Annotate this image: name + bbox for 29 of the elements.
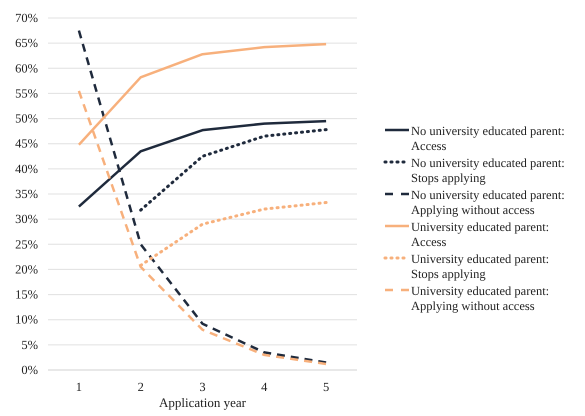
x-tick-label: 4 — [261, 380, 268, 394]
x-axis-title: Application year — [159, 395, 247, 410]
y-tick-label: 50% — [15, 112, 38, 126]
y-tick-label: 70% — [15, 11, 38, 25]
legend-label: University educated parent: Stops applying — [411, 252, 550, 281]
x-tick-label: 5 — [322, 380, 330, 394]
y-tick-label: 60% — [15, 61, 38, 76]
y-tick-label: 45% — [15, 136, 38, 151]
line-series — [78, 29, 328, 364]
y-tick-label: 65% — [15, 36, 38, 50]
x-tick-label: 1 — [76, 380, 82, 394]
y-tick-label: 55% — [15, 86, 38, 100]
legend-label: No university educated parent: Stops applying — [411, 156, 565, 185]
legend-label: University educated parent: Access — [411, 220, 550, 249]
y-tick-label: 5% — [21, 338, 38, 352]
y-tick-label: 20% — [15, 262, 38, 276]
y-tick-label: 30% — [15, 212, 38, 226]
legend-label: No university educated parent: Applying without access — [411, 188, 565, 217]
legend-label: No university educated parent: Access — [411, 124, 565, 153]
y-tick-label: 15% — [15, 288, 38, 302]
x-tick-label: 2 — [138, 380, 144, 394]
legend-label: University educated parent: Applying without access — [411, 284, 550, 313]
y-tick-label: 40% — [15, 162, 38, 176]
y-tick-label: 35% — [15, 187, 38, 201]
y-tick-label: 10% — [15, 312, 38, 327]
line-series — [139, 128, 328, 212]
y-tick-label: 0% — [21, 363, 38, 377]
x-tick-label: 3 — [199, 380, 206, 394]
y-tick-label: 25% — [15, 237, 38, 252]
